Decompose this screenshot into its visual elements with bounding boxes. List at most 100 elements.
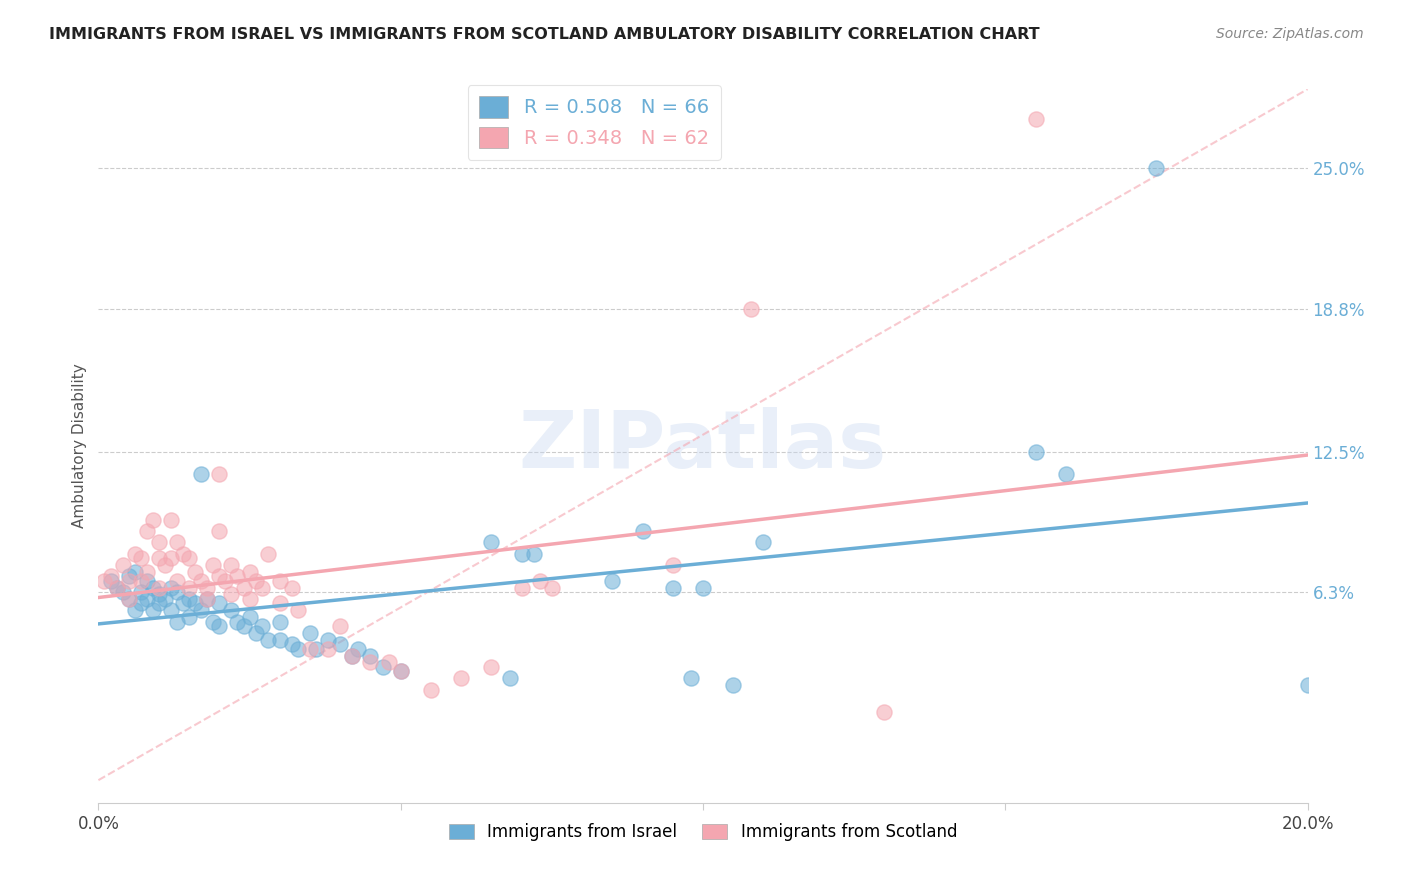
Point — [118, 574, 141, 588]
Point — [184, 565, 207, 579]
Point — [179, 591, 201, 606]
Point — [269, 597, 291, 611]
Point — [661, 558, 683, 572]
Point — [305, 641, 328, 656]
Point — [342, 648, 364, 663]
Point — [377, 656, 399, 670]
Point — [142, 513, 165, 527]
Point — [148, 581, 170, 595]
Point — [360, 656, 382, 670]
Point — [661, 581, 683, 595]
Point — [239, 565, 262, 579]
Legend: Immigrants from Israel, Immigrants from Scotland: Immigrants from Israel, Immigrants from … — [443, 817, 963, 848]
Point — [135, 565, 157, 579]
Point — [166, 535, 188, 549]
Point — [124, 565, 146, 579]
Point — [190, 603, 212, 617]
Point — [208, 524, 231, 538]
Point — [148, 551, 170, 566]
Point — [195, 581, 218, 595]
Point — [135, 591, 157, 606]
Point — [256, 547, 278, 561]
Point — [245, 574, 267, 588]
Point — [1144, 161, 1167, 176]
Point — [221, 587, 243, 601]
Point — [148, 587, 170, 601]
Point — [481, 535, 503, 549]
Point — [679, 671, 702, 685]
Point — [160, 513, 183, 527]
Text: Source: ZipAtlas.com: Source: ZipAtlas.com — [1216, 27, 1364, 41]
Point — [360, 648, 382, 663]
Point — [269, 632, 291, 647]
Point — [1296, 678, 1319, 692]
Point — [239, 610, 262, 624]
Point — [195, 591, 218, 606]
Point — [179, 551, 201, 566]
Point — [1054, 467, 1077, 482]
Point — [172, 547, 194, 561]
Point — [226, 569, 249, 583]
Point — [124, 547, 146, 561]
Point — [100, 574, 122, 588]
Point — [166, 615, 188, 629]
Point — [245, 626, 267, 640]
Point — [723, 678, 745, 692]
Point — [153, 591, 176, 606]
Point — [172, 597, 194, 611]
Point — [208, 619, 231, 633]
Point — [208, 569, 231, 583]
Point — [118, 569, 141, 583]
Point — [166, 574, 188, 588]
Point — [214, 574, 236, 588]
Point — [179, 581, 201, 595]
Point — [100, 569, 122, 583]
Point — [153, 558, 176, 572]
Point — [184, 597, 207, 611]
Point — [129, 574, 152, 588]
Point — [1024, 112, 1046, 126]
Point — [420, 682, 443, 697]
Point — [510, 547, 533, 561]
Point — [105, 581, 128, 595]
Point — [142, 603, 165, 617]
Point — [481, 660, 503, 674]
Point — [529, 574, 551, 588]
Point — [208, 467, 231, 482]
Point — [389, 665, 412, 679]
Point — [299, 641, 322, 656]
Point — [631, 524, 654, 538]
Point — [124, 603, 146, 617]
Point — [208, 597, 231, 611]
Point — [135, 524, 157, 538]
Point — [287, 603, 309, 617]
Point — [129, 585, 152, 599]
Point — [873, 705, 896, 719]
Point — [105, 581, 128, 595]
Point — [316, 632, 339, 647]
Y-axis label: Ambulatory Disability: Ambulatory Disability — [72, 364, 87, 528]
Point — [256, 632, 278, 647]
Point — [287, 641, 309, 656]
Point — [498, 671, 520, 685]
Point — [371, 660, 394, 674]
Point — [118, 591, 141, 606]
Point — [510, 581, 533, 595]
Point — [281, 637, 304, 651]
Point — [269, 574, 291, 588]
Point — [342, 648, 364, 663]
Point — [166, 585, 188, 599]
Point — [1024, 444, 1046, 458]
Point — [221, 603, 243, 617]
Point — [250, 619, 273, 633]
Point — [135, 574, 157, 588]
Point — [316, 641, 339, 656]
Point — [740, 301, 762, 316]
Point — [129, 597, 152, 611]
Text: ZIPatlas: ZIPatlas — [519, 407, 887, 485]
Point — [202, 558, 225, 572]
Point — [202, 615, 225, 629]
Point — [347, 641, 370, 656]
Point — [190, 467, 212, 482]
Point — [160, 581, 183, 595]
